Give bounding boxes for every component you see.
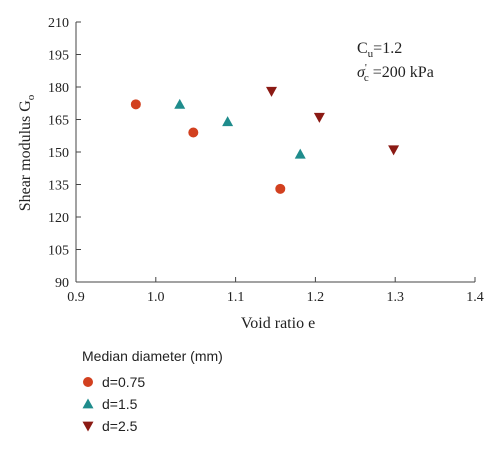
- x-tick-label: 1.1: [227, 290, 245, 305]
- y-tick-label: 90: [55, 276, 69, 291]
- y-tick-label: 210: [48, 16, 69, 31]
- data-point-0-1: [188, 127, 199, 138]
- y-tick-label: 120: [48, 211, 69, 226]
- legend-marker-1: [82, 398, 94, 409]
- x-tick-label: 0.9: [67, 290, 85, 305]
- x-tick-label: 1.4: [466, 290, 484, 305]
- y-tick-label: 165: [48, 114, 69, 129]
- data-point-1-0: [174, 98, 186, 109]
- legend-title: Median diameter (mm): [82, 348, 223, 364]
- data-point-1-2: [294, 148, 306, 159]
- y-tick-label: 105: [48, 244, 69, 259]
- legend-label-1: d=1.5: [102, 396, 138, 412]
- legend-label-0: d=0.75: [102, 374, 145, 390]
- y-tick-label: 150: [48, 146, 69, 161]
- legend: d=0.75 d=1.5 d=2.5: [82, 374, 145, 434]
- legend-marker-2: [82, 421, 94, 432]
- y-tick-label: 195: [48, 49, 69, 64]
- data-point-2-1: [313, 112, 325, 123]
- data-point-2-0: [266, 86, 278, 97]
- y-tick-label: 135: [48, 179, 69, 194]
- data-point-2-2: [388, 145, 400, 156]
- data-point-0-2: [275, 183, 286, 194]
- y-axis-title: Shear modulus Go: [17, 94, 37, 211]
- data-point-0-0: [130, 99, 141, 110]
- x-tick-label: 1.0: [147, 290, 165, 305]
- data-point-1-1: [222, 116, 234, 127]
- x-tick-label: 1.3: [386, 290, 404, 305]
- legend-label-2: d=2.5: [102, 418, 138, 434]
- x-tick-label: 1.2: [307, 290, 325, 305]
- y-tick-label: 180: [48, 81, 69, 96]
- annotation-cu: Cu=1.2: [357, 40, 402, 60]
- legend-marker-0: [83, 377, 93, 387]
- x-axis-title: Void ratio e: [241, 315, 315, 332]
- annotation-sigma: σ' c =200 kPa: [357, 62, 434, 84]
